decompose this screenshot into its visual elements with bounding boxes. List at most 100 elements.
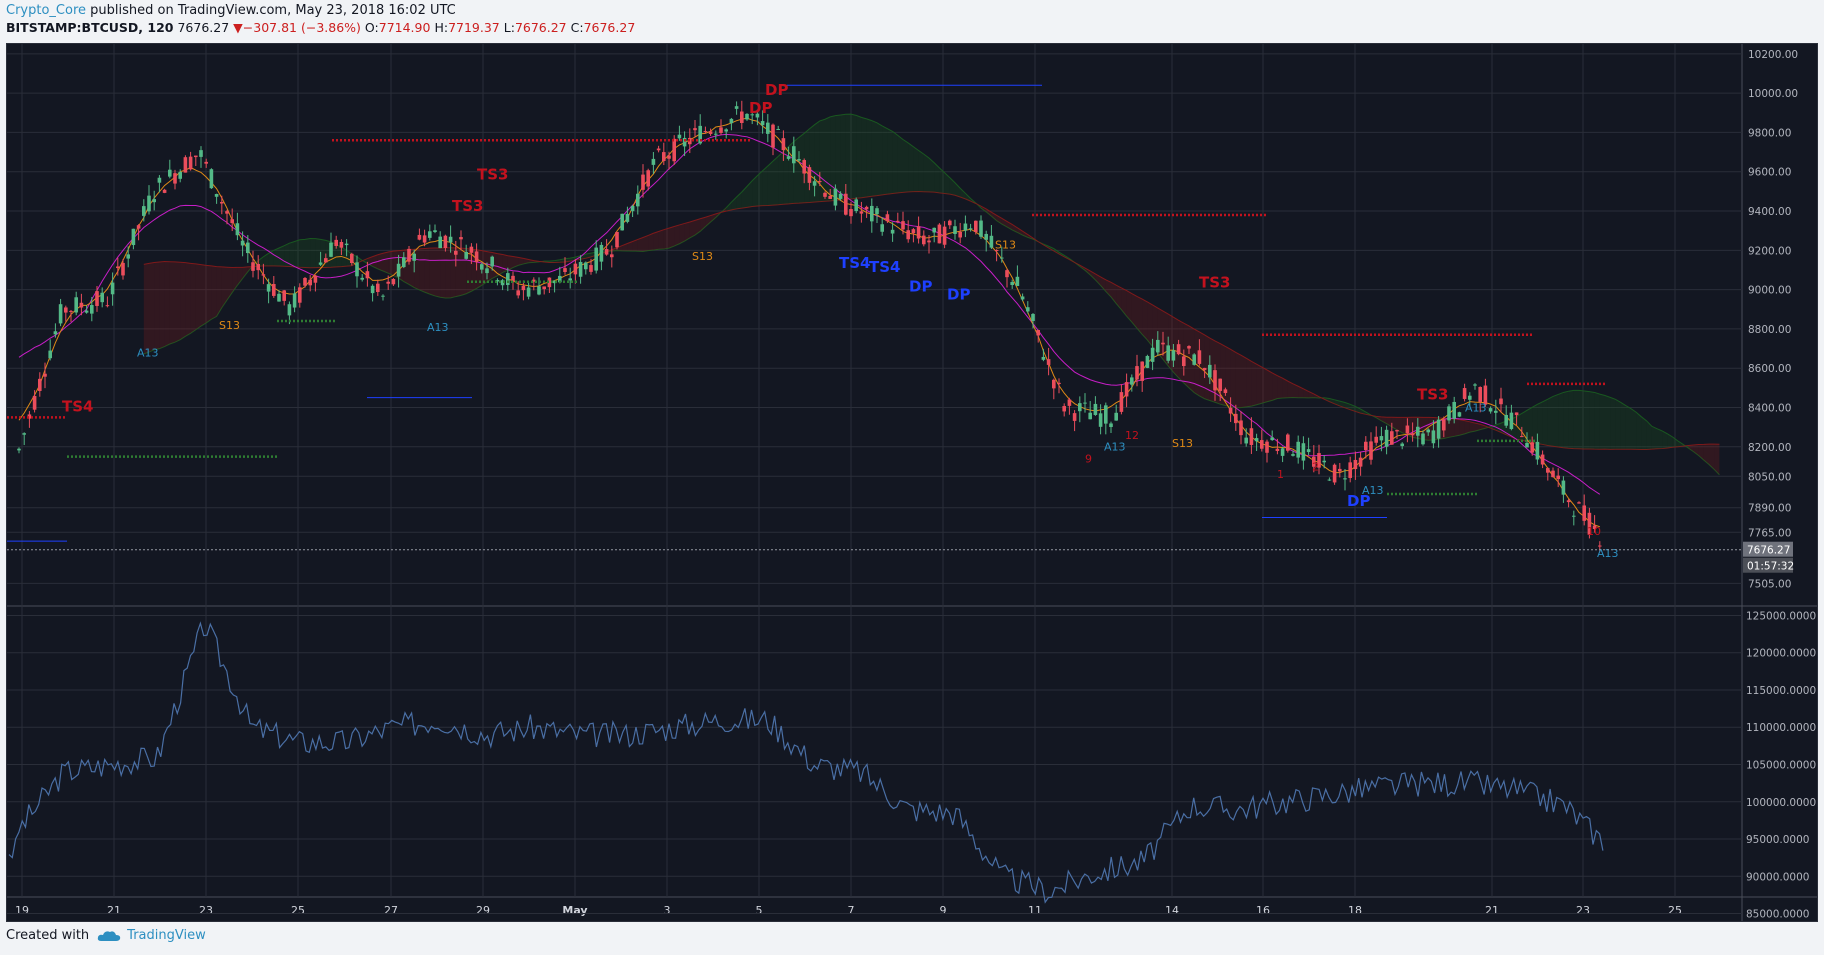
candle-body — [1208, 364, 1212, 378]
x-tick-label: 11 — [1028, 904, 1042, 917]
cloud-segment — [1688, 445, 1694, 452]
cloud-segment — [1573, 390, 1579, 449]
cloud-segment — [887, 128, 893, 195]
candle-body — [1150, 347, 1155, 362]
candle-body — [105, 305, 110, 307]
candle-body — [1093, 403, 1098, 415]
candle-body — [729, 118, 734, 124]
cloud-segment — [752, 175, 758, 207]
cloud-segment — [518, 257, 524, 266]
cloud-segment — [1267, 369, 1273, 402]
cloud-segment — [362, 258, 368, 264]
candle-body — [953, 226, 957, 234]
cloud-segment — [445, 247, 451, 298]
candle-body — [438, 236, 442, 249]
candle-body — [885, 214, 890, 222]
candle-body — [1249, 428, 1254, 445]
cloud-segment — [627, 241, 633, 252]
price-tick-label: 9000.00 — [1748, 285, 1791, 297]
cloud-segment — [1464, 420, 1470, 434]
candle-body — [1400, 443, 1404, 447]
candle-body — [942, 226, 947, 245]
candle-body — [1468, 395, 1472, 400]
signal-annotation: DP — [1347, 492, 1370, 510]
candle-body — [849, 209, 853, 217]
candle-body — [506, 273, 510, 285]
candle-body — [188, 156, 193, 170]
candle-body — [1114, 412, 1118, 421]
candle-body — [979, 220, 983, 237]
candle-body — [573, 263, 578, 275]
candle-body — [766, 122, 770, 134]
candle-body — [220, 202, 224, 204]
cloud-segment — [923, 154, 929, 192]
candle-body — [662, 152, 666, 162]
candle-body — [308, 279, 312, 286]
candle-body — [1488, 408, 1493, 412]
signal-annotation: 12 — [1125, 429, 1139, 442]
signal-annotation: DP — [765, 81, 788, 99]
candle-body — [646, 170, 650, 187]
cloud-segment — [1178, 320, 1184, 384]
cloud-segment — [1527, 407, 1533, 443]
tradingview-link[interactable]: TradingView — [127, 928, 206, 943]
cloud-segment — [715, 212, 721, 218]
volume-tick-label: 100000.0000 — [1746, 797, 1816, 809]
candle-body — [1020, 296, 1025, 300]
cloud-segment — [565, 258, 571, 262]
signal-annotation: 9 — [1085, 453, 1092, 466]
candle-body — [370, 285, 375, 294]
candle-body — [1275, 448, 1280, 451]
cloud-segment — [674, 224, 680, 247]
candle-body — [760, 121, 765, 126]
cloud-segment — [611, 247, 617, 251]
candle-body — [1582, 505, 1586, 521]
candle-body — [1119, 392, 1124, 412]
cloud-segment — [1126, 290, 1132, 323]
cloud-segment — [1631, 408, 1637, 450]
cloud-segment — [481, 250, 487, 286]
cloud-segment — [913, 146, 919, 192]
volume-tick-label: 115000.0000 — [1746, 685, 1816, 697]
cloud-segment — [1043, 244, 1049, 248]
candle-body — [937, 224, 942, 244]
candle-body — [318, 262, 323, 265]
cloud-segment — [1012, 224, 1018, 233]
cloud-segment — [201, 264, 207, 327]
candle-body — [547, 277, 552, 288]
candle-body — [194, 155, 198, 158]
price-tick-label: 8200.00 — [1748, 442, 1791, 454]
candle-body — [386, 281, 390, 284]
cloud-segment — [658, 229, 664, 250]
cloud-segment — [1272, 372, 1278, 401]
candle-body — [1218, 378, 1222, 391]
candle-body — [1348, 462, 1352, 478]
candle-body — [240, 240, 245, 246]
candle-body — [142, 206, 146, 216]
cloud-segment — [799, 133, 805, 204]
cloud-segment — [835, 115, 841, 201]
cloud-segment — [1173, 317, 1179, 378]
cloud-segment — [1459, 419, 1465, 436]
candle-body — [1462, 388, 1467, 399]
candle-body — [1301, 443, 1306, 461]
cloud-segment — [804, 128, 810, 203]
candle-body — [79, 302, 84, 308]
cloud-segment — [1100, 276, 1106, 292]
cloud-segment — [695, 218, 701, 236]
candle-body — [1109, 423, 1113, 428]
cloud-segment — [1131, 293, 1137, 329]
candle-body — [880, 224, 884, 232]
cloud-segment — [1376, 416, 1382, 421]
span-a-line — [143, 113, 1720, 476]
chart-svg[interactable]: 19 21 23 25 27 29 May 3 5 7 9 11 14 16 18 21 23 2510200.0… — [7, 44, 1817, 921]
candle-body — [1088, 412, 1092, 420]
cloud-segment — [1589, 391, 1595, 450]
chart-area[interactable]: 19 21 23 25 27 29 May 3 5 7 9 11 14 16 18 21 23 25 10200.0… — [6, 43, 1818, 922]
cloud-segment — [939, 167, 945, 194]
candle-body — [984, 233, 988, 240]
author-link[interactable]: Crypto_Core — [6, 3, 87, 18]
signal-annotation: DP — [909, 278, 932, 296]
x-tick-label: 7 — [848, 904, 855, 917]
cloud-segment — [1345, 402, 1351, 410]
